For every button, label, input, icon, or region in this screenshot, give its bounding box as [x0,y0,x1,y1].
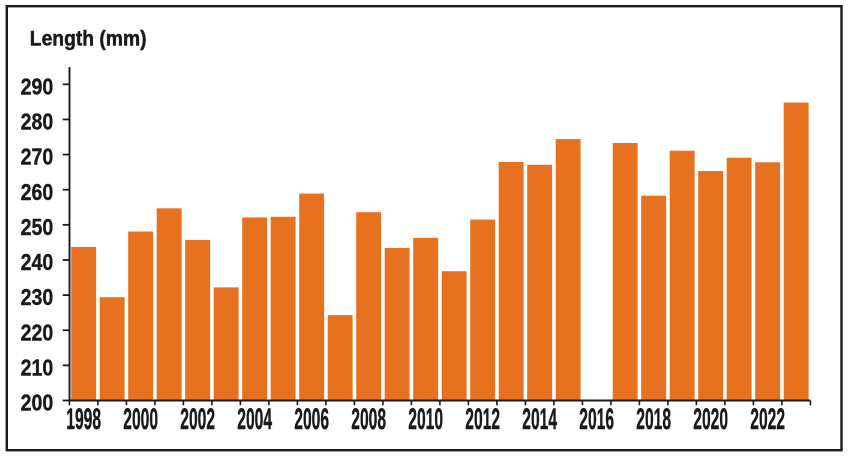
svg-text:280: 280 [21,109,54,135]
svg-text:270: 270 [21,144,54,170]
svg-text:2014: 2014 [522,403,557,437]
svg-text:220: 220 [21,320,54,346]
svg-text:2012: 2012 [465,403,500,437]
svg-text:2022: 2022 [750,403,785,437]
svg-text:230: 230 [21,285,54,311]
svg-text:1998: 1998 [66,403,101,437]
svg-text:2018: 2018 [636,403,671,437]
svg-text:Length (mm): Length (mm) [30,28,147,51]
svg-text:290: 290 [21,74,54,100]
svg-text:2008: 2008 [351,403,386,437]
svg-text:2010: 2010 [408,403,443,437]
svg-text:210: 210 [21,355,54,381]
svg-text:200: 200 [21,390,54,416]
svg-text:2016: 2016 [579,403,614,437]
svg-text:240: 240 [21,250,54,276]
svg-text:2006: 2006 [294,403,329,437]
svg-text:260: 260 [21,179,54,205]
svg-text:2004: 2004 [237,403,272,437]
svg-text:2020: 2020 [693,403,728,437]
svg-text:250: 250 [21,214,54,240]
svg-text:2000: 2000 [123,403,158,437]
svg-text:2002: 2002 [180,403,215,437]
